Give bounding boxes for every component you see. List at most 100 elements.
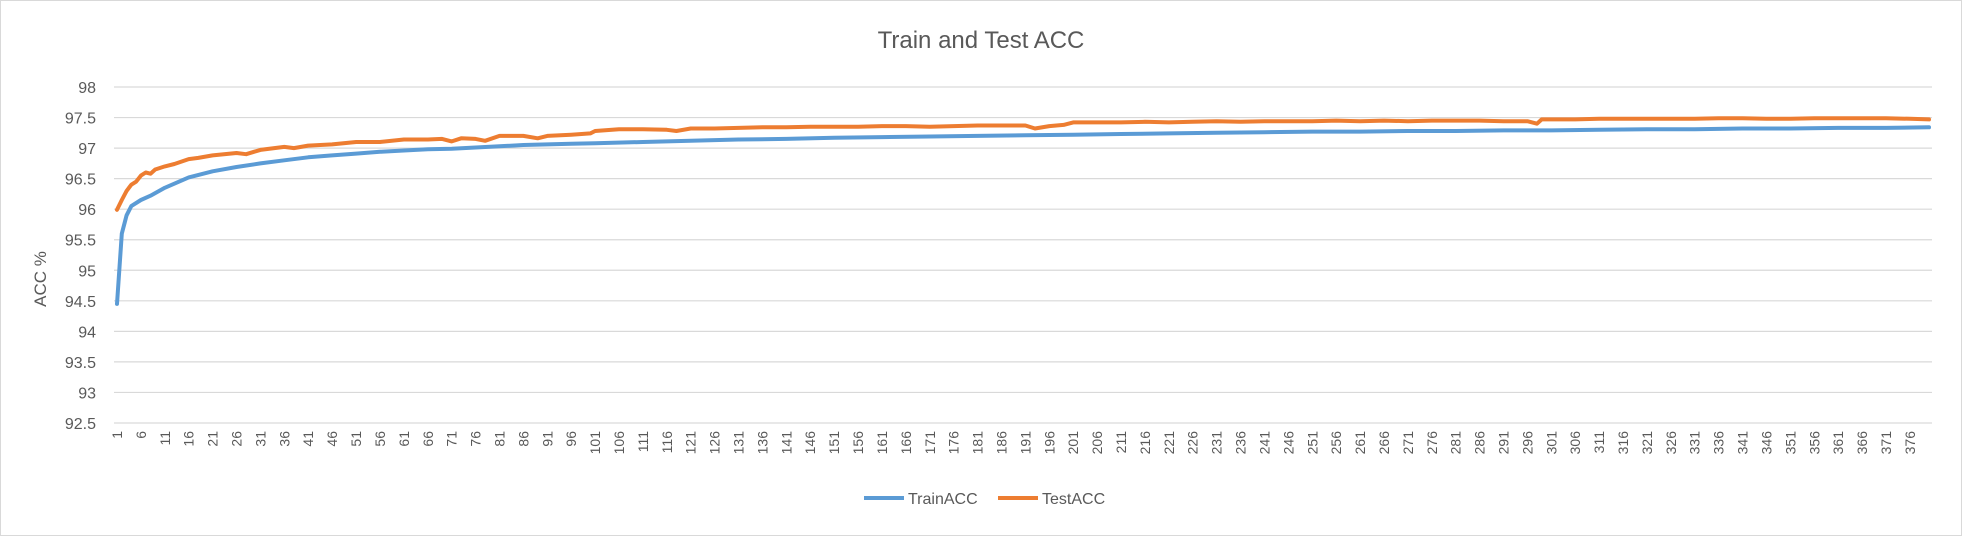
x-tick-label: 171 (922, 431, 938, 455)
x-tick-label: 131 (731, 431, 747, 455)
x-tick-label: 81 (491, 431, 507, 447)
x-tick-label: 246 (1280, 431, 1296, 455)
x-tick-label: 316 (1615, 431, 1631, 455)
x-tick-label: 26 (229, 431, 245, 447)
x-tick-label: 291 (1495, 431, 1511, 455)
chart-title: Train and Test ACC (878, 27, 1085, 54)
x-tick-label: 201 (1065, 431, 1081, 455)
x-tick-label: 106 (611, 431, 627, 455)
x-tick-label: 331 (1687, 431, 1703, 455)
x-tick-label: 181 (970, 431, 986, 455)
y-tick-label: 97.5 (65, 111, 96, 128)
x-tick-label: 91 (539, 431, 555, 447)
x-tick-label: 186 (993, 431, 1009, 455)
x-tick-label: 236 (1233, 431, 1249, 455)
legend: TrainACC TestACC (864, 491, 1105, 508)
x-tick-label: 351 (1782, 431, 1798, 455)
x-tick-label: 336 (1711, 431, 1727, 455)
x-tick-label: 126 (707, 431, 723, 455)
series-line-testacc (115, 116, 1931, 212)
x-tick-label: 11 (157, 431, 173, 446)
gridlines (114, 86, 1932, 424)
x-tick-label: 326 (1663, 431, 1679, 455)
x-tick-label: 111 (635, 431, 651, 452)
x-tick-label: 231 (1209, 431, 1225, 455)
x-tick-label: 341 (1735, 431, 1751, 455)
x-tick-label: 101 (587, 431, 603, 455)
x-tick-label: 16 (181, 431, 197, 447)
x-tick-label: 6 (133, 431, 149, 439)
x-tick-label: 116 (659, 431, 675, 454)
x-tick-label: 51 (348, 431, 364, 447)
x-tick-label: 151 (826, 431, 842, 455)
x-tick-label: 121 (683, 431, 699, 455)
x-tick-label: 196 (1041, 431, 1057, 455)
x-tick-label: 206 (1089, 431, 1105, 455)
x-tick-label: 176 (946, 431, 962, 455)
x-tick-label: 96 (563, 431, 579, 447)
x-tick-label: 286 (1472, 431, 1488, 455)
x-tick-label: 321 (1639, 431, 1655, 455)
x-tick-label: 211 (1113, 431, 1129, 454)
x-tick-label: 146 (802, 431, 818, 455)
x-tick-label: 141 (778, 431, 794, 455)
x-tick-label: 161 (874, 431, 890, 455)
x-tick-label: 306 (1567, 431, 1583, 455)
y-tick-label: 94 (78, 324, 96, 341)
x-tick-label: 41 (300, 431, 316, 447)
x-tick-label: 221 (1161, 431, 1177, 455)
x-tick-label: 56 (372, 431, 388, 447)
x-tick-label: 251 (1304, 431, 1320, 455)
x-tick-label: 276 (1424, 431, 1440, 455)
series-line-trainacc (115, 125, 1931, 306)
x-tick-label: 191 (1017, 431, 1033, 455)
y-tick-label: 97 (78, 141, 96, 158)
series-lines (115, 116, 1931, 306)
x-tick-label: 271 (1400, 431, 1416, 455)
y-tick-label: 98 (78, 80, 96, 97)
x-tick-label: 166 (898, 431, 914, 455)
x-tick-label: 226 (1185, 431, 1201, 455)
x-tick-label: 366 (1854, 431, 1870, 455)
x-tick-label: 346 (1758, 431, 1774, 455)
legend-label-testacc: TestACC (1042, 491, 1105, 508)
x-tick-label: 361 (1830, 431, 1846, 455)
legend-label-trainacc: TrainACC (908, 491, 978, 508)
x-tick-label: 371 (1878, 431, 1894, 455)
y-tick-label: 96.5 (65, 172, 96, 189)
x-tick-label: 256 (1328, 431, 1344, 455)
x-tick-label: 61 (396, 431, 412, 447)
x-tick-label: 21 (205, 431, 221, 447)
x-tick-label: 76 (468, 431, 484, 447)
x-tick-label: 376 (1902, 431, 1918, 455)
x-tick-label: 281 (1448, 431, 1464, 455)
y-tick-label: 95 (78, 263, 96, 280)
y-tick-label: 93 (78, 385, 96, 402)
y-tick-label: 94.5 (65, 294, 96, 311)
x-tick-label: 46 (324, 431, 340, 447)
y-axis-label: ACC % (31, 251, 50, 307)
x-tick-label: 1 (109, 431, 125, 439)
x-tick-label: 241 (1256, 431, 1272, 455)
x-tick-label: 216 (1137, 431, 1153, 455)
x-tick-label: 296 (1519, 431, 1535, 455)
x-tick-labels: 1 6 11 16 21 26 31 36 41 46 51 56 61 66 71 76 81 86 91 96 10… (109, 431, 1918, 455)
y-tick-labels: 92.5 93 93.5 94 94.5 95 95.5 96 96.5 97 97.5 98 (65, 80, 96, 433)
x-tick-label: 36 (276, 431, 292, 447)
x-tick-label: 136 (754, 431, 770, 455)
x-tick-label: 261 (1352, 431, 1368, 455)
y-tick-label: 92.5 (65, 416, 96, 433)
x-tick-label: 71 (444, 431, 460, 447)
y-tick-label: 96 (78, 202, 96, 219)
x-tick-label: 266 (1376, 431, 1392, 455)
x-tick-label: 66 (420, 431, 436, 447)
y-tick-label: 95.5 (65, 233, 96, 250)
x-tick-label: 86 (515, 431, 531, 447)
x-tick-label: 311 (1591, 431, 1607, 454)
x-tick-label: 31 (252, 431, 268, 447)
y-tick-label: 93.5 (65, 355, 96, 372)
x-tick-label: 356 (1806, 431, 1822, 455)
x-tick-label: 156 (850, 431, 866, 455)
